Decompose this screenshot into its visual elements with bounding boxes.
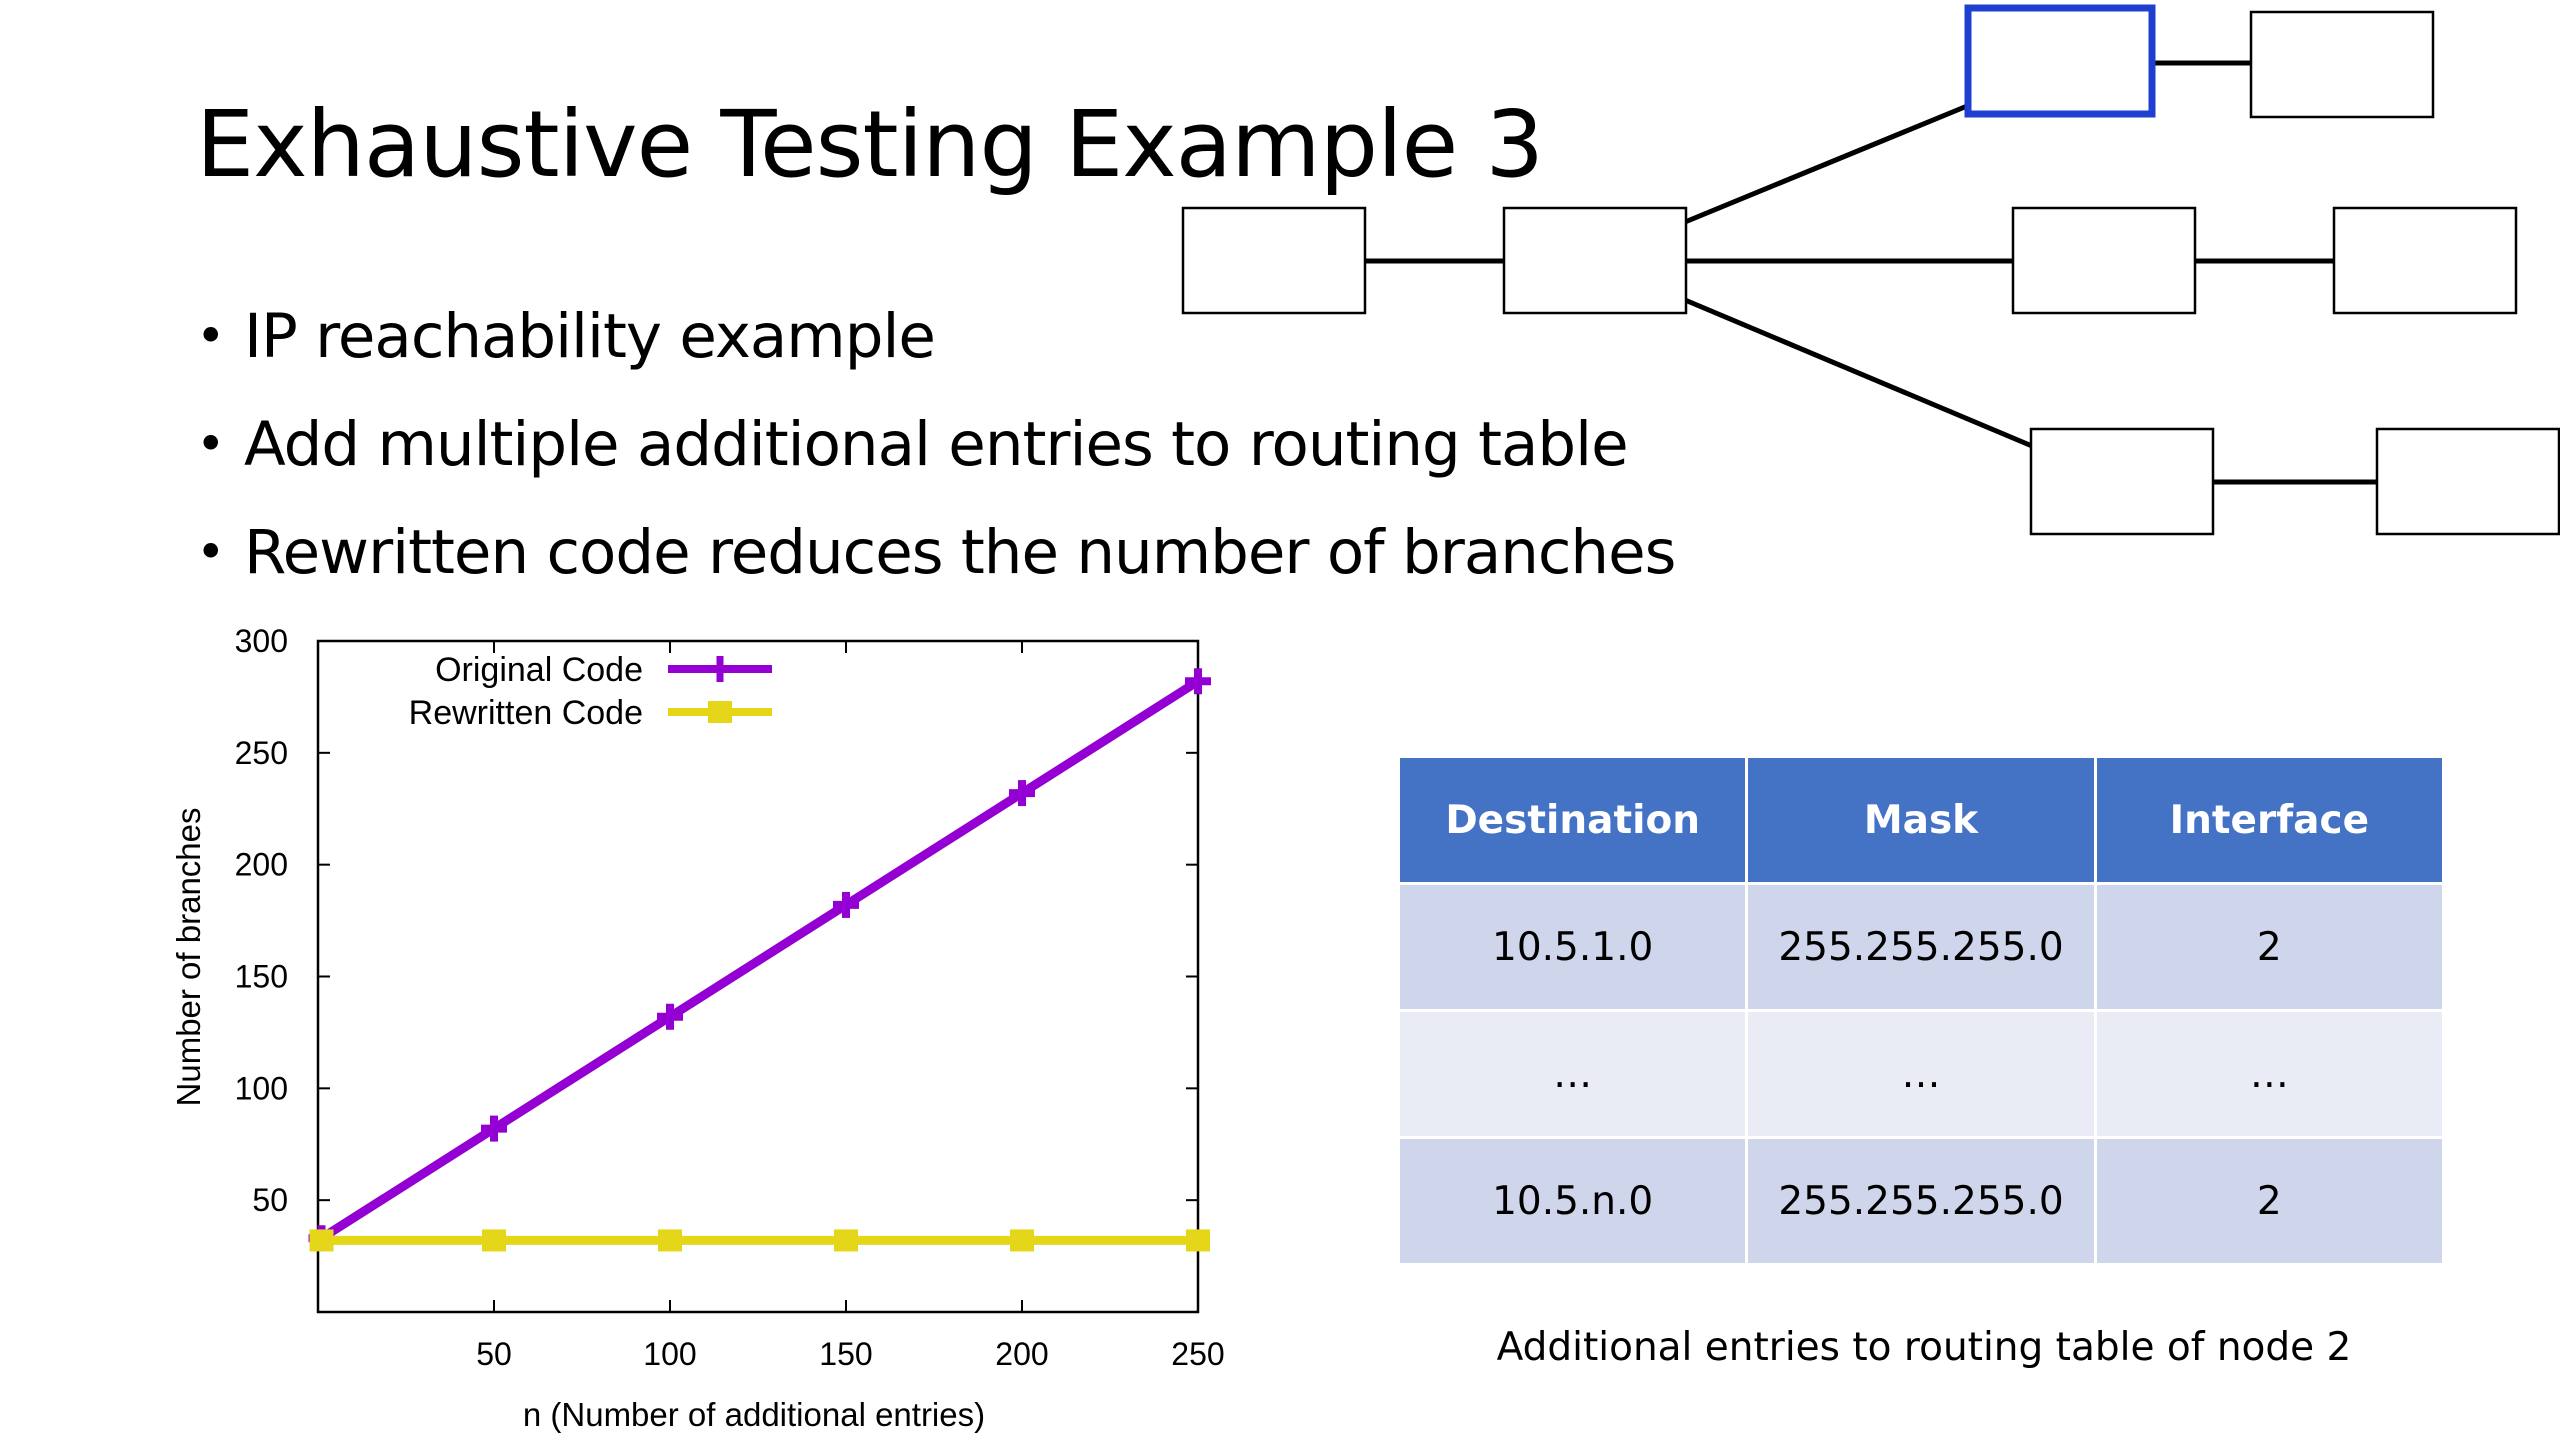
x-tick-label: 200 (995, 1336, 1048, 1372)
legend-label: Rewritten Code (409, 694, 643, 732)
table-caption: Additional entries to routing table of n… (1496, 1325, 2352, 1370)
x-tick-label: 250 (1171, 1336, 1224, 1372)
bullet-list: • IP reachability example • Add multiple… (196, 282, 1676, 606)
bullet-text: IP reachability example (244, 300, 936, 372)
y-axis-label: Number of branches (170, 808, 207, 1107)
routing-table: Destination Mask Interface 10.5.1.0 255.… (1397, 755, 2445, 1266)
column-header-interface: Interface (2096, 758, 2442, 882)
table-row: … … … (1400, 1012, 2442, 1136)
data-point (834, 1229, 858, 1252)
data-point (1010, 1229, 1034, 1252)
bullet-item: • Add multiple additional entries to rou… (196, 390, 1675, 498)
x-tick-label: 100 (643, 1336, 696, 1372)
chart-legend: Original Code Rewritten Code (409, 651, 772, 732)
data-point (482, 1229, 506, 1252)
column-header-destination: Destination (1400, 758, 1746, 882)
data-point (1009, 780, 1035, 807)
table-cell: … (1400, 1012, 1746, 1136)
slide-title: Exhaustive Testing Example 3 (196, 91, 1544, 198)
x-tick-label: 50 (476, 1336, 512, 1372)
bullet-dot-icon: • (196, 307, 226, 365)
plot-frame (316, 639, 1200, 1314)
table-cell: 2 (2096, 885, 2442, 1009)
y-tick-label: 200 (235, 847, 288, 883)
x-tick-label: 150 (819, 1336, 872, 1372)
column-header-mask: Mask (1748, 758, 2094, 882)
data-point (833, 891, 859, 918)
table-row: 10.5.n.0 255.255.255.0 2 (1400, 1139, 2442, 1263)
data-point (658, 1229, 682, 1252)
data-point (481, 1115, 507, 1142)
table-cell: … (1748, 1012, 2094, 1136)
data-point (1186, 1229, 1210, 1252)
bullet-dot-icon: • (196, 523, 226, 581)
series-line (319, 677, 1201, 1242)
bullet-text: Rewritten code reduces the number of bra… (244, 516, 1676, 588)
table-cell: 10.5.1.0 (1400, 885, 1746, 1009)
y-tick-label: 250 (235, 735, 288, 771)
table-cell: … (2096, 1012, 2442, 1136)
y-tick-label: 150 (235, 959, 288, 995)
data-point (657, 1003, 683, 1030)
y-tick-label: 50 (252, 1182, 288, 1218)
bullet-text: Add multiple additional entries to routi… (244, 408, 1629, 480)
table-header-row: Destination Mask Interface (1400, 758, 2442, 882)
bullet-dot-icon: • (196, 415, 226, 473)
data-point (1185, 668, 1211, 695)
table-cell: 10.5.n.0 (1400, 1139, 1746, 1263)
bullet-item: • IP reachability example (196, 282, 1675, 390)
table-cell: 255.255.255.0 (1748, 885, 2094, 1009)
y-tick-label: 300 (235, 623, 288, 659)
legend-marker (708, 701, 732, 723)
bullet-item: • Rewritten code reduces the number of b… (196, 498, 1676, 606)
table-cell: 255.255.255.0 (1748, 1139, 2094, 1263)
x-axis-label: n (Number of additional entries) (523, 1396, 985, 1433)
table-cell: 2 (2096, 1139, 2442, 1263)
data-point (309, 1229, 334, 1252)
legend-label: Original Code (435, 651, 643, 689)
y-tick-label: 100 (235, 1070, 288, 1106)
table-row: 10.5.1.0 255.255.255.0 2 (1400, 885, 2442, 1009)
